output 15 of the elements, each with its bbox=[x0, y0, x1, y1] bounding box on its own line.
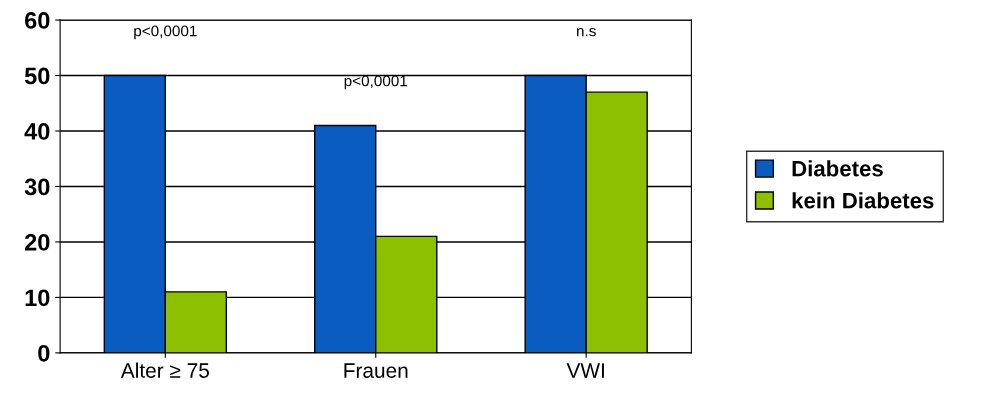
annotation: p<0,0001 bbox=[134, 25, 197, 40]
y-tick-label: 60 bbox=[25, 12, 50, 29]
x-tick-label: Alter ≥ 75 bbox=[120, 362, 209, 378]
x-tick-label: VWI bbox=[566, 363, 604, 378]
y-tick-label: 20 bbox=[24, 234, 50, 251]
y-tick-label: 40 bbox=[24, 123, 50, 140]
y-tick-label: 10 bbox=[25, 289, 50, 307]
y-tick-label: 30 bbox=[24, 178, 50, 196]
legend-label: Diabetes bbox=[792, 160, 883, 177]
y-tick-label: 50 bbox=[24, 67, 50, 85]
x-tick-label: Frauen bbox=[344, 363, 408, 378]
legend-label: kein Diabetes bbox=[792, 192, 934, 209]
annotation: p<0,0001 bbox=[344, 75, 408, 90]
annotation: n.s bbox=[576, 27, 596, 37]
y-tick-label: 0 bbox=[38, 344, 50, 362]
